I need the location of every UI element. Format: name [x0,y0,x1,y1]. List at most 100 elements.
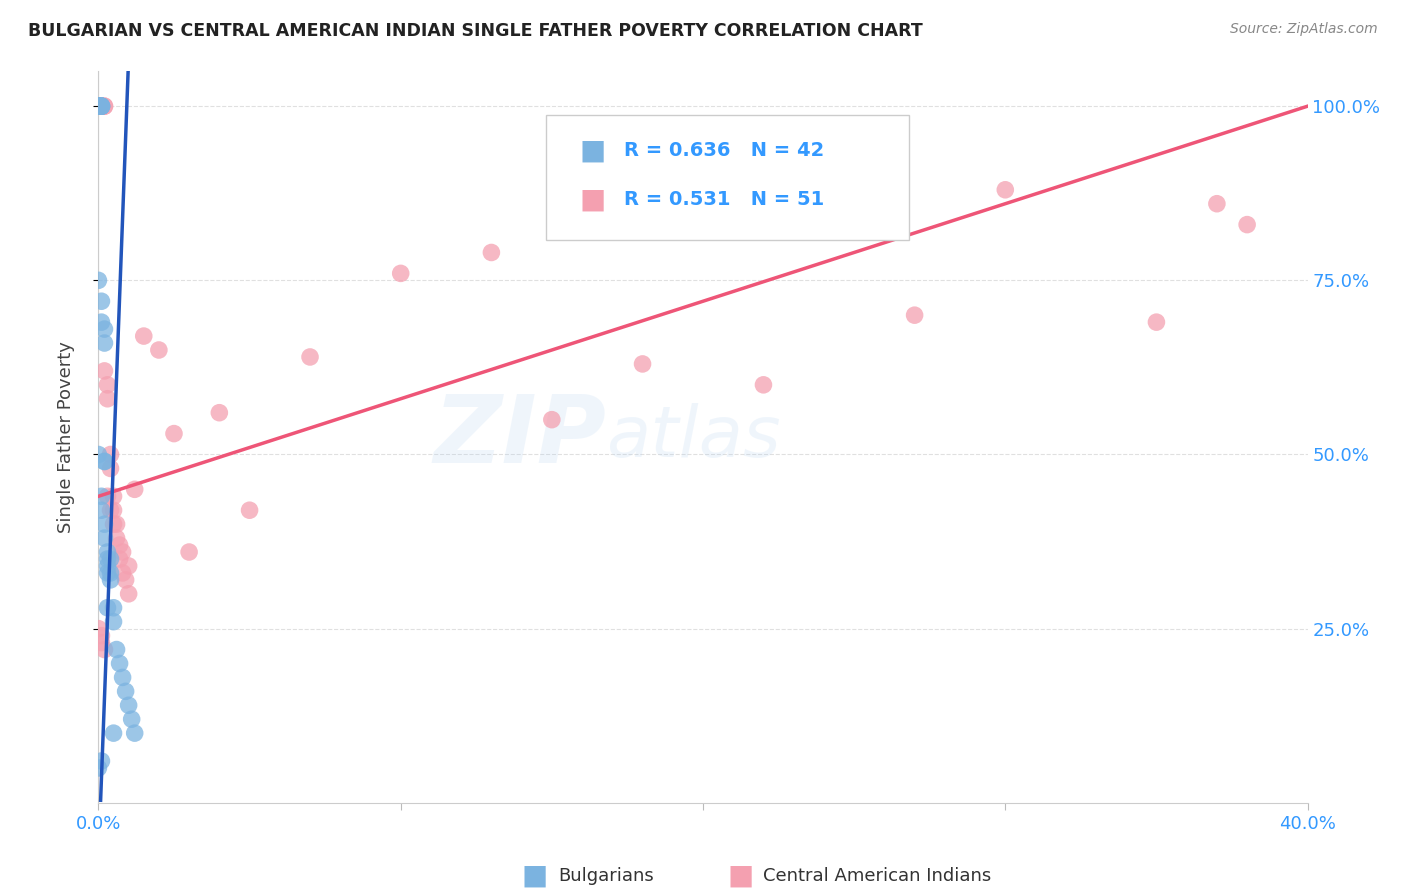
Point [87,99,110,113]
Point [904,308,927,322]
Point [87,273,110,287]
Point [100,503,122,517]
Point [90,99,112,113]
Point [90,489,112,503]
Point [96,489,118,503]
Point [103,489,125,503]
Point [1206,196,1229,211]
Point [93,454,115,468]
Point [100,448,122,462]
Point [93,99,115,113]
Point [1236,218,1258,232]
Point [103,615,125,629]
Text: R = 0.531   N = 51: R = 0.531 N = 51 [624,190,825,209]
Point [87,99,110,113]
Point [96,566,118,580]
Point [87,99,110,113]
Point [87,99,110,113]
Point [132,329,155,343]
Point [100,461,122,475]
Point [124,726,146,740]
Point [90,503,112,517]
Point [118,698,141,713]
Y-axis label: Single Father Poverty: Single Father Poverty [56,341,75,533]
Point [299,350,322,364]
Point [90,99,112,113]
FancyBboxPatch shape [546,115,908,240]
Point [540,412,562,426]
Point [1144,315,1167,329]
Point [108,657,131,671]
Point [124,483,146,497]
Text: Central American Indians: Central American Indians [763,867,991,885]
Text: ZIP: ZIP [433,391,606,483]
Point [994,183,1017,197]
Point [103,517,125,532]
Point [90,99,112,113]
Text: ■: ■ [579,186,606,213]
Point [105,517,128,532]
Point [96,552,118,566]
Point [90,294,112,309]
Point [111,670,134,684]
Point [103,726,125,740]
Point [90,629,112,643]
Point [87,99,110,113]
Point [111,545,134,559]
Point [163,426,186,441]
Point [208,406,231,420]
Point [93,364,115,378]
Point [100,573,122,587]
Text: Bulgarians: Bulgarians [558,867,654,885]
Point [114,573,136,587]
Point [100,566,122,580]
Point [90,99,112,113]
Point [93,322,115,336]
Point [108,552,131,566]
Point [90,754,112,768]
Point [100,552,122,566]
Point [118,558,141,573]
Point [121,712,143,726]
Point [103,600,125,615]
Point [87,761,110,775]
Point [90,99,112,113]
Point [93,99,115,113]
Text: BULGARIAN VS CENTRAL AMERICAN INDIAN SINGLE FATHER POVERTY CORRELATION CHART: BULGARIAN VS CENTRAL AMERICAN INDIAN SIN… [28,22,922,40]
Point [631,357,654,371]
Text: atlas: atlas [606,402,780,472]
Text: R = 0.636   N = 42: R = 0.636 N = 42 [624,141,825,160]
Point [90,315,112,329]
Point [87,99,110,113]
Point [103,503,125,517]
Point [96,600,118,615]
Point [93,517,115,532]
Text: ■: ■ [522,862,548,890]
Point [93,531,115,545]
Point [105,531,128,545]
Point [87,99,110,113]
Point [87,99,110,113]
Point [87,622,110,636]
Point [105,642,128,657]
Point [96,558,118,573]
Point [87,99,110,113]
Point [93,336,115,351]
Point [148,343,170,357]
Point [93,642,115,657]
Point [389,266,412,280]
Point [96,392,118,406]
Point [90,99,112,113]
Point [111,566,134,580]
Point [87,99,110,113]
Point [96,545,118,559]
Point [93,454,115,468]
Text: ■: ■ [579,136,606,164]
Point [90,99,112,113]
Point [239,503,262,517]
Point [481,245,503,260]
Point [90,99,112,113]
Point [118,587,141,601]
Point [179,545,201,559]
Point [96,377,118,392]
